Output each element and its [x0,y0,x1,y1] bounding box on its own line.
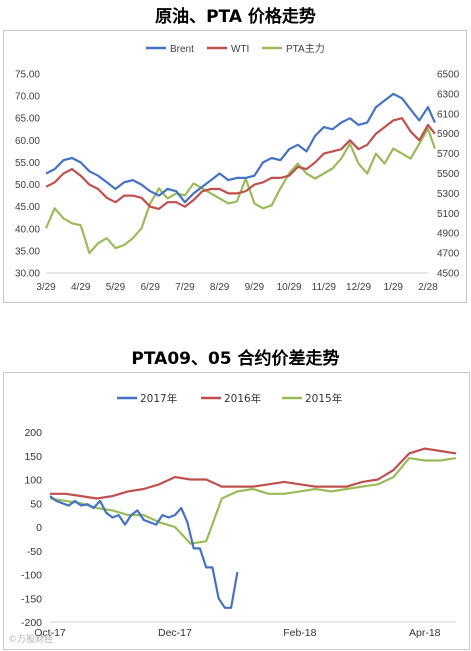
legend-label: Brent [170,44,194,55]
y-left-tick-label: 65.00 [15,114,40,125]
y-tick-label: -50 [27,546,42,558]
legend-label: 2016年 [224,392,261,405]
legend-label: PTA主力 [286,42,325,55]
x-tick-label: Dec-17 [158,627,192,639]
y-right-tick-label: 6300 [437,89,460,100]
y-tick-label: 50 [30,498,42,510]
y-right-tick-label: 5100 [437,209,460,220]
y-right-tick-label: 4500 [437,269,460,280]
x-tick-label: Oct-17 [34,627,66,639]
y-left-tick-label: 70.00 [15,92,40,103]
chart2-title: PTA09、05 合约价差走势 [131,349,340,369]
legend-label: 2015年 [305,392,342,405]
watermark-text: ©万股财经 [8,635,54,645]
x-tick-label: Feb-18 [283,627,316,639]
y-right-tick-label: 5500 [437,169,460,180]
x-tick-label: 10/29 [277,282,302,293]
y-right-tick-label: 6500 [437,70,460,81]
y-left-tick-label: 35.00 [15,246,40,257]
x-tick-label: 2/28 [418,282,438,293]
legend-label: WTI [231,44,249,55]
y-right-tick-label: 6100 [437,109,460,120]
series-line-2016年 [50,447,457,500]
y-tick-label: -200 [21,617,42,629]
series-line-PTA主力 [44,127,436,255]
y-tick-label: 150 [24,451,42,463]
x-tick-label: 7/29 [175,282,195,293]
chart1-frame [3,30,467,303]
x-tick-label: 5/29 [106,282,126,293]
y-left-tick-label: 45.00 [15,202,40,213]
x-tick-label: 8/29 [210,282,230,293]
x-tick-label: Apr-18 [409,627,441,639]
y-right-tick-label: 5900 [437,129,460,140]
series-line-WTI [45,117,436,210]
y-tick-label: -100 [21,570,42,582]
y-left-tick-label: 55.00 [15,158,40,169]
y-right-tick-label: 4700 [437,249,460,260]
x-tick-label: 9/29 [245,282,265,293]
chart1-title: 原油、PTA 价格走势 [155,7,316,27]
x-tick-label: 1/29 [384,282,404,293]
y-left-tick-label: 50.00 [15,180,40,191]
x-tick-label: 3/29 [36,282,56,293]
legend-label: 2017年 [140,392,177,405]
y-right-tick-label: 5300 [437,189,460,200]
y-tick-label: 100 [24,475,42,487]
x-tick-label: 6/29 [140,282,160,293]
y-tick-label: -150 [21,593,42,605]
x-tick-label: 4/29 [71,282,91,293]
y-right-tick-label: 5700 [437,149,460,160]
y-left-tick-label: 60.00 [15,136,40,147]
series-line-2015年 [49,457,457,545]
series-line-2017年 [49,495,239,609]
y-tick-label: 0 [36,522,42,534]
series-line-Brent [45,92,436,204]
y-left-tick-label: 40.00 [15,224,40,235]
x-tick-label: 11/29 [312,282,337,293]
x-tick-label: 12/29 [346,282,371,293]
chart2-frame [3,372,470,650]
y-left-tick-label: 30.00 [15,269,40,280]
y-left-tick-label: 75.00 [15,70,40,81]
y-tick-label: 200 [24,427,42,439]
y-right-tick-label: 4900 [437,229,460,240]
